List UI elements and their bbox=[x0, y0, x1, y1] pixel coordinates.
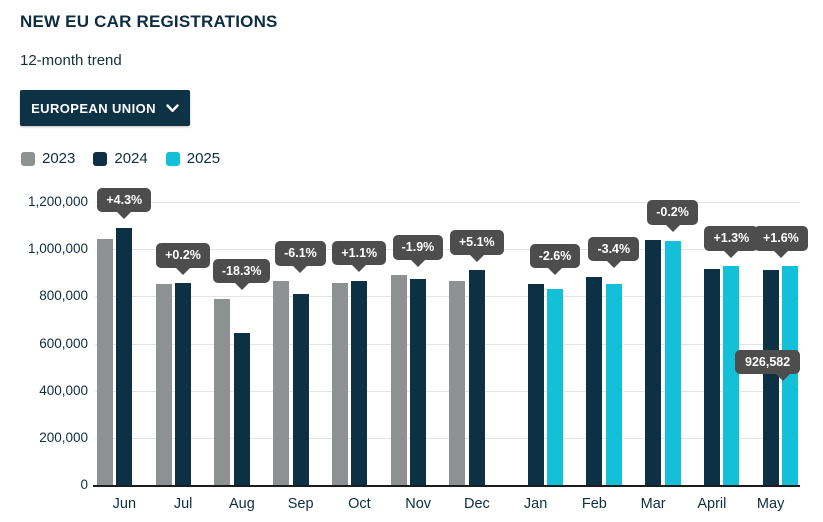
y-axis-tick-label: 1,200,000 bbox=[27, 194, 88, 209]
x-axis-tick-label: Nov bbox=[405, 496, 432, 512]
bar-aug-2024[interactable] bbox=[233, 332, 250, 485]
pct-change-tooltip-feb: -3.4% bbox=[588, 236, 640, 261]
legend-swatch-2024 bbox=[93, 151, 108, 166]
legend-item-2024[interactable]: 2024 bbox=[93, 150, 148, 167]
legend-label: 2025 bbox=[186, 150, 221, 167]
pct-change-tooltip-sep: -6.1% bbox=[275, 241, 326, 266]
y-axis-tick-label: 200,000 bbox=[39, 429, 88, 445]
x-axis-tick-label: Aug bbox=[228, 496, 255, 512]
gridline bbox=[95, 296, 800, 298]
x-axis-tick-label: Oct bbox=[348, 496, 371, 512]
bar-jun-2024[interactable] bbox=[116, 227, 133, 485]
gridline bbox=[95, 437, 800, 439]
bar-feb-2024[interactable] bbox=[586, 276, 603, 485]
value-callout-tooltip: 926,582 bbox=[735, 350, 801, 375]
bar-aug-2023[interactable] bbox=[214, 298, 231, 485]
pct-change-tooltip-may: +1.6% bbox=[754, 226, 808, 251]
pct-change-tooltip-nov: -1.9% bbox=[392, 235, 444, 260]
region-dropdown[interactable]: EUROPEAN UNION bbox=[20, 90, 190, 126]
bar-may-2024[interactable] bbox=[762, 269, 779, 485]
y-axis-tick-label: 800,000 bbox=[39, 288, 88, 304]
x-axis-tick-label: Sep bbox=[287, 496, 314, 512]
gridline bbox=[95, 249, 800, 251]
bar-dec-2024[interactable] bbox=[468, 270, 485, 485]
bar-jan-2024[interactable] bbox=[527, 283, 544, 485]
bar-jan-2025[interactable] bbox=[547, 289, 564, 485]
x-axis-tick-label: Feb bbox=[581, 496, 607, 512]
legend-swatch-2025 bbox=[165, 151, 180, 166]
x-axis-tick-label: April bbox=[697, 496, 727, 512]
pct-change-tooltip-aug: -18.3% bbox=[212, 258, 271, 284]
legend-swatch-2023 bbox=[21, 151, 35, 166]
legend-item-2023[interactable]: 2023 bbox=[21, 150, 75, 167]
gridline bbox=[95, 202, 800, 203]
pct-change-tooltip-jan: -2.6% bbox=[529, 243, 581, 269]
gridline bbox=[95, 390, 800, 392]
chevron-down-icon bbox=[166, 103, 179, 113]
bar-nov-2024[interactable] bbox=[410, 279, 427, 485]
bar-sep-2023[interactable] bbox=[273, 281, 290, 485]
region-dropdown-label: EUROPEAN UNION bbox=[31, 100, 156, 116]
pct-change-tooltip-jun: +4.3% bbox=[97, 187, 152, 213]
bar-mar-2024[interactable] bbox=[645, 240, 662, 485]
x-axis-tick-label: Jan bbox=[523, 496, 548, 512]
chart-legend: 2023 2024 2025 bbox=[21, 150, 220, 167]
bar-jul-2024[interactable] bbox=[175, 283, 192, 485]
bar-sep-2024[interactable] bbox=[292, 293, 309, 485]
bar-oct-2023[interactable] bbox=[331, 282, 348, 485]
y-axis-tick-label: 400,000 bbox=[39, 382, 88, 398]
legend-label: 2024 bbox=[114, 150, 148, 167]
bar-april-2025[interactable] bbox=[723, 266, 740, 485]
pct-change-tooltip-april: +1.3% bbox=[704, 226, 759, 251]
bar-mar-2025[interactable] bbox=[664, 240, 681, 485]
y-axis-tick-label: 0 bbox=[80, 477, 88, 492]
bar-may-2025[interactable] bbox=[782, 266, 799, 485]
x-axis-line bbox=[93, 485, 800, 487]
page-title: NEW EU CAR REGISTRATIONS bbox=[20, 12, 278, 31]
bar-dec-2023[interactable] bbox=[449, 280, 466, 485]
y-axis-tick-label: 1,000,000 bbox=[27, 241, 88, 257]
bar-jun-2023[interactable] bbox=[96, 238, 113, 485]
chart-subtitle: 12-month trend bbox=[20, 52, 122, 69]
x-axis-tick-label: Jul bbox=[173, 496, 193, 512]
bar-jul-2023[interactable] bbox=[155, 283, 172, 485]
bar-april-2024[interactable] bbox=[703, 269, 720, 485]
pct-change-tooltip-mar: -0.2% bbox=[647, 200, 698, 225]
pct-change-tooltip-oct: +1.1% bbox=[332, 240, 387, 266]
gridline bbox=[95, 343, 800, 345]
y-axis-tick-label: 600,000 bbox=[39, 335, 88, 351]
x-axis-tick-label: May bbox=[756, 496, 785, 512]
legend-item-2025[interactable]: 2025 bbox=[165, 150, 221, 167]
x-axis-tick-label: Jun bbox=[112, 496, 137, 512]
legend-label: 2023 bbox=[42, 150, 76, 167]
x-axis-tick-label: Mar bbox=[640, 496, 666, 512]
bar-oct-2024[interactable] bbox=[351, 280, 368, 485]
x-axis-tick-label: Dec bbox=[463, 496, 490, 512]
bar-nov-2023[interactable] bbox=[390, 275, 407, 485]
pct-change-tooltip-jul: +0.2% bbox=[156, 243, 210, 268]
bar-feb-2025[interactable] bbox=[605, 283, 622, 485]
pct-change-tooltip-dec: +5.1% bbox=[449, 230, 504, 255]
